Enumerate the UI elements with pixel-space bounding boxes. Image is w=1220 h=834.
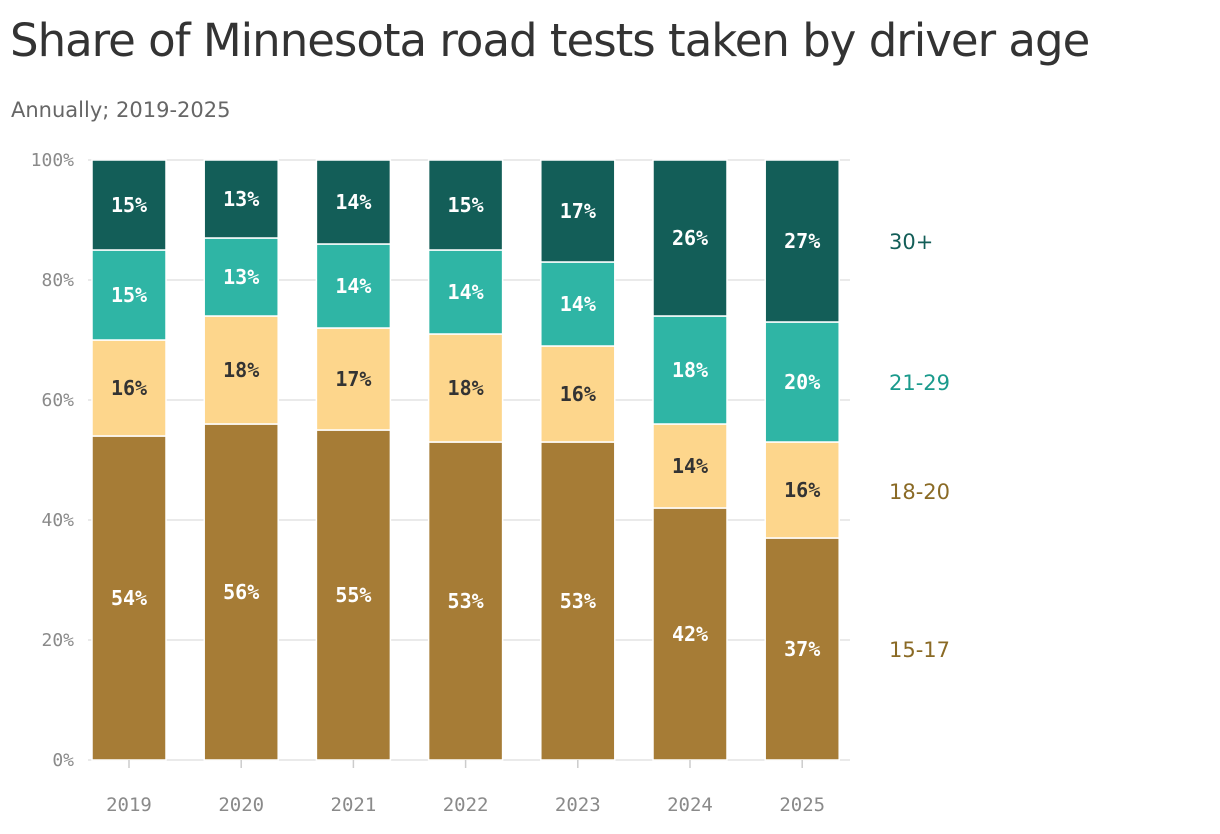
- x-tick-label: 2020: [218, 794, 264, 816]
- data-label: 20%: [784, 370, 820, 394]
- y-tick-label: 0%: [52, 750, 74, 771]
- y-tick-label: 20%: [41, 630, 74, 651]
- bar-segment: [540, 159, 616, 263]
- data-label: 37%: [784, 637, 820, 661]
- data-label: 14%: [335, 274, 371, 298]
- data-label: 54%: [111, 586, 147, 610]
- y-tick-label: 40%: [41, 510, 74, 531]
- data-label: 27%: [784, 229, 820, 253]
- bar-segment: [540, 345, 616, 443]
- x-tick-label: 2021: [331, 794, 377, 816]
- data-label: 15%: [448, 193, 484, 217]
- legend: 15-17 18-20 21-29 30+: [889, 230, 950, 662]
- bar-segment: [427, 333, 504, 443]
- data-label: 16%: [784, 478, 820, 502]
- bar-segment: [764, 321, 840, 443]
- bar-segment: [652, 315, 728, 425]
- data-label: 14%: [560, 292, 596, 316]
- data-label: 18%: [223, 358, 259, 382]
- data-label: 42%: [672, 622, 708, 646]
- bar-segment: [540, 441, 616, 761]
- legend-label: 15-17: [889, 638, 950, 662]
- bar-segment: [315, 159, 392, 245]
- data-label: 55%: [335, 583, 371, 607]
- legend-label: 18-20: [889, 480, 950, 504]
- bar-segment: [91, 435, 167, 761]
- bar-segment: [203, 237, 279, 317]
- x-tick-label: 2023: [555, 794, 601, 816]
- y-tick-label: 60%: [41, 390, 74, 411]
- x-tick-label: 2025: [779, 794, 825, 816]
- bar-segment: [764, 159, 840, 323]
- data-label: 26%: [672, 226, 708, 250]
- x-tick-label: 2024: [667, 794, 713, 816]
- legend-label: 30+: [889, 230, 933, 254]
- data-label: 14%: [335, 190, 371, 214]
- chart-subtitle: Annually; 2019-2025: [11, 98, 231, 122]
- bar-segment: [427, 249, 504, 335]
- data-label: 14%: [672, 454, 708, 478]
- data-label: 15%: [111, 283, 147, 307]
- bar-segment: [764, 441, 840, 539]
- bar-segment: [203, 315, 279, 425]
- data-label: 13%: [223, 187, 259, 211]
- y-axis: 0% 20% 40% 60% 80% 100%: [31, 150, 75, 771]
- y-tick-label: 80%: [41, 270, 74, 291]
- data-label: 53%: [448, 589, 484, 613]
- bar-segment: [315, 243, 392, 329]
- data-label: 17%: [560, 199, 596, 223]
- data-label: 14%: [448, 280, 484, 304]
- data-label: 18%: [672, 358, 708, 382]
- bar-segment: [315, 327, 392, 431]
- legend-label: 21-29: [889, 371, 950, 395]
- bar-segment: [764, 537, 840, 761]
- data-label: 16%: [560, 382, 596, 406]
- x-tick-label: 2019: [106, 794, 152, 816]
- x-axis: 2019 2020 2021 2022 2023 2024 2025: [106, 760, 825, 816]
- bar-segment: [540, 261, 616, 347]
- bar-segment: [427, 159, 504, 251]
- data-label: 56%: [223, 580, 259, 604]
- bar-segment: [203, 159, 279, 239]
- data-label: 15%: [111, 193, 147, 217]
- bars: 54% 16% 15% 15% 56% 18% 13% 13% 55% 17% 14% 14% 53% 1…: [91, 159, 840, 761]
- bar-segment: [652, 423, 728, 509]
- data-label: 18%: [448, 376, 484, 400]
- chart-title: Share of Minnesota road tests taken by d…: [10, 14, 1090, 67]
- data-label: 13%: [223, 265, 259, 289]
- data-label: 16%: [111, 376, 147, 400]
- data-label: 17%: [335, 367, 371, 391]
- bar-segment: [652, 159, 728, 317]
- y-tick-label: 100%: [31, 150, 75, 171]
- data-label: 53%: [560, 589, 596, 613]
- bar-segment: [91, 159, 167, 251]
- x-tick-label: 2022: [443, 794, 489, 816]
